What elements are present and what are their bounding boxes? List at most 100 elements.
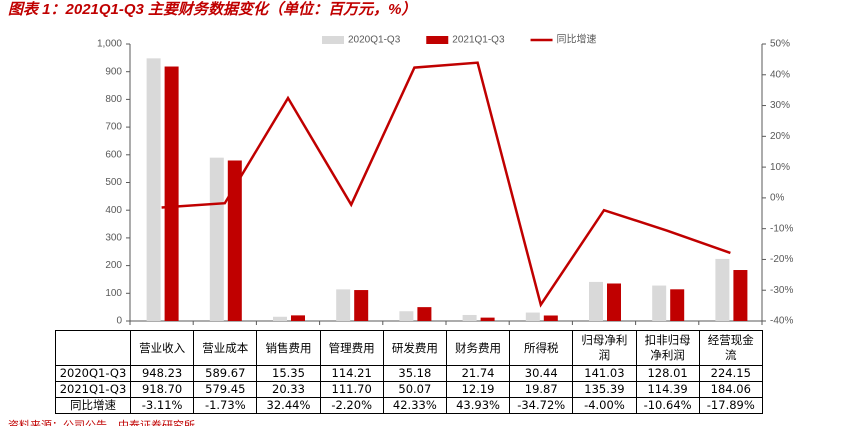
data-table: 营业收入 营业成本 销售费用 管理费用 研发费用 财务费用 所得税 归母净利润 扣非归母净利润经… — [55, 330, 763, 414]
y2-tick-label: 0% — [770, 193, 785, 204]
table-header-cell: 营业收入 — [129, 330, 195, 366]
y-tick-label: 400 — [105, 205, 122, 216]
table-cell: 42.33% — [382, 397, 447, 414]
table-header-cell: 扣非归母净利润 — [635, 330, 700, 366]
table-row-header: 2020Q1-Q3 — [55, 365, 131, 382]
table-cell: -34.72% — [509, 397, 574, 414]
bar — [227, 160, 242, 321]
table-cell: 19.87 — [509, 381, 574, 398]
table-cell: 15.35 — [256, 365, 321, 382]
table-cell: 184.06 — [698, 381, 763, 398]
bar — [480, 317, 495, 321]
y2-tick-label: 40% — [770, 69, 790, 80]
table-cell: 579.45 — [193, 381, 258, 398]
bar — [146, 58, 161, 321]
y2-tick-label: 10% — [770, 162, 790, 173]
table-cell: -2.20% — [319, 397, 384, 414]
table-header-cell: 管理费用 — [319, 330, 384, 366]
table-cell: -4.00% — [572, 397, 637, 414]
table-cell: 32.44% — [256, 397, 321, 414]
legend-label: 2021Q1-Q3 — [452, 35, 505, 46]
bar — [525, 312, 540, 321]
y-tick-label: 900 — [105, 66, 122, 77]
table-cell: 111.70 — [319, 381, 384, 398]
table-header-cell: 财务费用 — [445, 330, 511, 366]
table-cell: 21.74 — [445, 365, 511, 382]
table-cell: 35.18 — [382, 365, 447, 382]
table-cell: -3.11% — [129, 397, 195, 414]
table-cell: 20.33 — [256, 381, 321, 398]
table-header-row: 营业收入 营业成本 销售费用 管理费用 研发费用 财务费用 所得税 归母净利润 扣非归母净利润经… — [55, 330, 763, 366]
table-cell: 224.15 — [698, 365, 763, 382]
table-cell: 12.19 — [445, 381, 511, 398]
line — [161, 61, 731, 308]
table-header-cell: 归母净利润 — [572, 330, 637, 366]
table-row-header: 2021Q1-Q3 — [55, 381, 131, 398]
table-header-cell: 销售费用 — [256, 330, 321, 366]
bar — [670, 289, 685, 321]
legend-label: 2020Q1-Q3 — [348, 35, 401, 46]
bar — [209, 157, 224, 321]
y-tick-label: 700 — [105, 122, 122, 133]
table-cell: -17.89% — [698, 397, 763, 414]
bar — [543, 315, 558, 321]
table-header-cell: 经营现金流 — [698, 330, 763, 366]
bar — [164, 66, 179, 321]
y-tick-label: 300 — [105, 233, 122, 244]
bar — [336, 289, 351, 321]
legend-swatch — [426, 36, 449, 44]
table-row: 2021Q1-Q3 918.70 579.45 20.33 111.70 50.07 12.… — [55, 381, 763, 398]
bar — [607, 283, 621, 321]
bar — [354, 290, 369, 321]
y-tick-label: 200 — [105, 260, 122, 271]
table-row: 2020Q1-Q3 948.23 589.67 15.35 114.21 35.18 21.… — [55, 365, 763, 382]
y2-tick-label: -20% — [770, 254, 793, 265]
y-tick-label: 100 — [105, 288, 122, 299]
bar — [715, 258, 730, 321]
table-header-cell: 研发费用 — [382, 330, 447, 366]
table-cell: 128.01 — [635, 365, 700, 382]
table-cell: 50.07 — [382, 381, 447, 398]
y2-tick-label: -10% — [770, 223, 793, 234]
bar — [589, 281, 603, 321]
table-cell: 30.44 — [509, 365, 574, 382]
y-tick-label: 0 — [116, 316, 122, 327]
table-cell: 141.03 — [572, 365, 637, 382]
table-cell: 918.70 — [129, 381, 195, 398]
table-corner — [55, 330, 131, 366]
bar — [399, 311, 414, 321]
bar — [417, 307, 432, 321]
chart-title: 图表 1：2021Q1-Q3 主要财务数据变化（单位：百万元，%） — [8, 0, 416, 18]
y-tick-label: 800 — [105, 94, 122, 105]
table-row: 同比增速 -3.11% -1.73% 32.44% -2.20% 42.33% 43.93%… — [55, 397, 763, 414]
bar — [652, 285, 667, 321]
table-cell: 114.21 — [319, 365, 384, 382]
table-cell: 135.39 — [572, 381, 637, 398]
table-cell: 114.39 — [635, 381, 700, 398]
table-header-cell: 所得税 — [509, 330, 574, 366]
y-tick-label: 500 — [105, 177, 122, 188]
table-cell: 948.23 — [129, 365, 195, 382]
table-cell: 43.93% — [445, 397, 511, 414]
y2-tick-label: -40% — [770, 316, 793, 327]
source: 资料来源：公司公告，中泰证券研究所 — [8, 418, 195, 426]
y-tick-label: 600 — [105, 149, 122, 160]
y2-tick-label: 50% — [770, 39, 790, 50]
table-cell: 589.67 — [193, 365, 258, 382]
bar — [462, 314, 477, 321]
y2-tick-label: 20% — [770, 131, 790, 142]
table-cell: -1.73% — [193, 397, 258, 414]
legend-swatch — [322, 36, 344, 44]
bar — [291, 315, 305, 321]
y2-tick-label: 30% — [770, 100, 790, 111]
bar — [733, 270, 748, 321]
y2-tick-label: -30% — [770, 285, 793, 296]
table-cell: -10.64% — [635, 397, 700, 414]
legend-label: 同比增速 — [557, 33, 597, 46]
y-tick-label: 1,000 — [97, 39, 122, 50]
bar — [273, 316, 287, 321]
table-row-header: 同比增速 — [55, 397, 131, 414]
table-header-cell: 营业成本 — [193, 330, 258, 366]
